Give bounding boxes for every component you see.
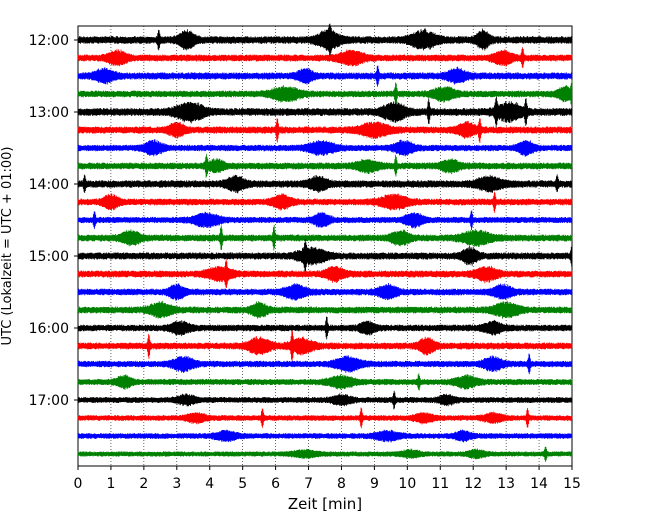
x-tick-label: 10 — [398, 476, 416, 492]
trace-row-1645 — [77, 373, 573, 391]
trace-row-1245 — [77, 79, 573, 108]
y-tick-label: 12:00 — [29, 33, 69, 49]
x-tick-label: 15 — [563, 476, 581, 492]
trace-row-1345 — [77, 154, 573, 178]
trace-row-1630 — [77, 353, 573, 375]
trace-row-1730 — [77, 429, 573, 443]
trace-rows — [77, 23, 573, 462]
trace-row-1545 — [77, 300, 573, 319]
trace-row-1515 — [77, 259, 573, 288]
y-tick-label: 15:00 — [29, 249, 69, 265]
x-tick-label: 8 — [337, 476, 346, 492]
trace-row-1200 — [77, 23, 573, 59]
x-tick-label: 14 — [530, 476, 548, 492]
y-tick-label: 17:00 — [29, 393, 69, 409]
trace-row-1445 — [77, 224, 573, 251]
y-tick-label: 14:00 — [29, 177, 69, 193]
y-tick-label: 16:00 — [29, 321, 69, 337]
trace-row-1415 — [77, 191, 573, 213]
x-tick-label: 2 — [139, 476, 148, 492]
trace-row-1500 — [77, 239, 573, 273]
trace-row-1400 — [77, 174, 573, 194]
x-axis-label: Zeit [min] — [288, 495, 362, 513]
trace-row-1430 — [77, 210, 573, 230]
x-tick-label: 13 — [497, 476, 515, 492]
x-tick-label: 3 — [172, 476, 181, 492]
trace-row-1600 — [77, 316, 573, 340]
x-tick-label: 1 — [106, 476, 115, 492]
x-tick-label: 7 — [304, 476, 313, 492]
trace-row-1300 — [77, 96, 573, 129]
y-axis-ticks: 12:00 13:00 14:00 15:00 16:00 17:00 — [29, 33, 78, 409]
x-tick-label: 9 — [370, 476, 379, 492]
trace-row-1715 — [77, 407, 573, 429]
trace-row-1230 — [77, 65, 573, 87]
x-tick-label: 0 — [74, 476, 83, 492]
trace-row-1745 — [77, 446, 573, 462]
y-axis-label: UTC (Lokalzeit = UTC + 01:00) — [0, 147, 15, 346]
vertical-gridlines — [110, 26, 540, 466]
trace-row-1215 — [77, 47, 573, 68]
trace-row-1315 — [77, 118, 573, 143]
x-axis-ticks: 0 1 2 3 4 5 6 7 8 9 10 11 12 13 14 15 — [74, 466, 581, 492]
trace-row-1700 — [77, 390, 573, 410]
x-tick-label: 12 — [464, 476, 482, 492]
trace-row-1530 — [77, 283, 573, 301]
trace-row-1615 — [77, 330, 573, 362]
trace-row-1330 — [77, 139, 573, 157]
x-tick-label: 6 — [271, 476, 280, 492]
y-tick-label: 13:00 — [29, 105, 69, 121]
x-tick-label: 4 — [205, 476, 214, 492]
x-tick-label: 11 — [431, 476, 449, 492]
x-tick-label: 5 — [238, 476, 247, 492]
